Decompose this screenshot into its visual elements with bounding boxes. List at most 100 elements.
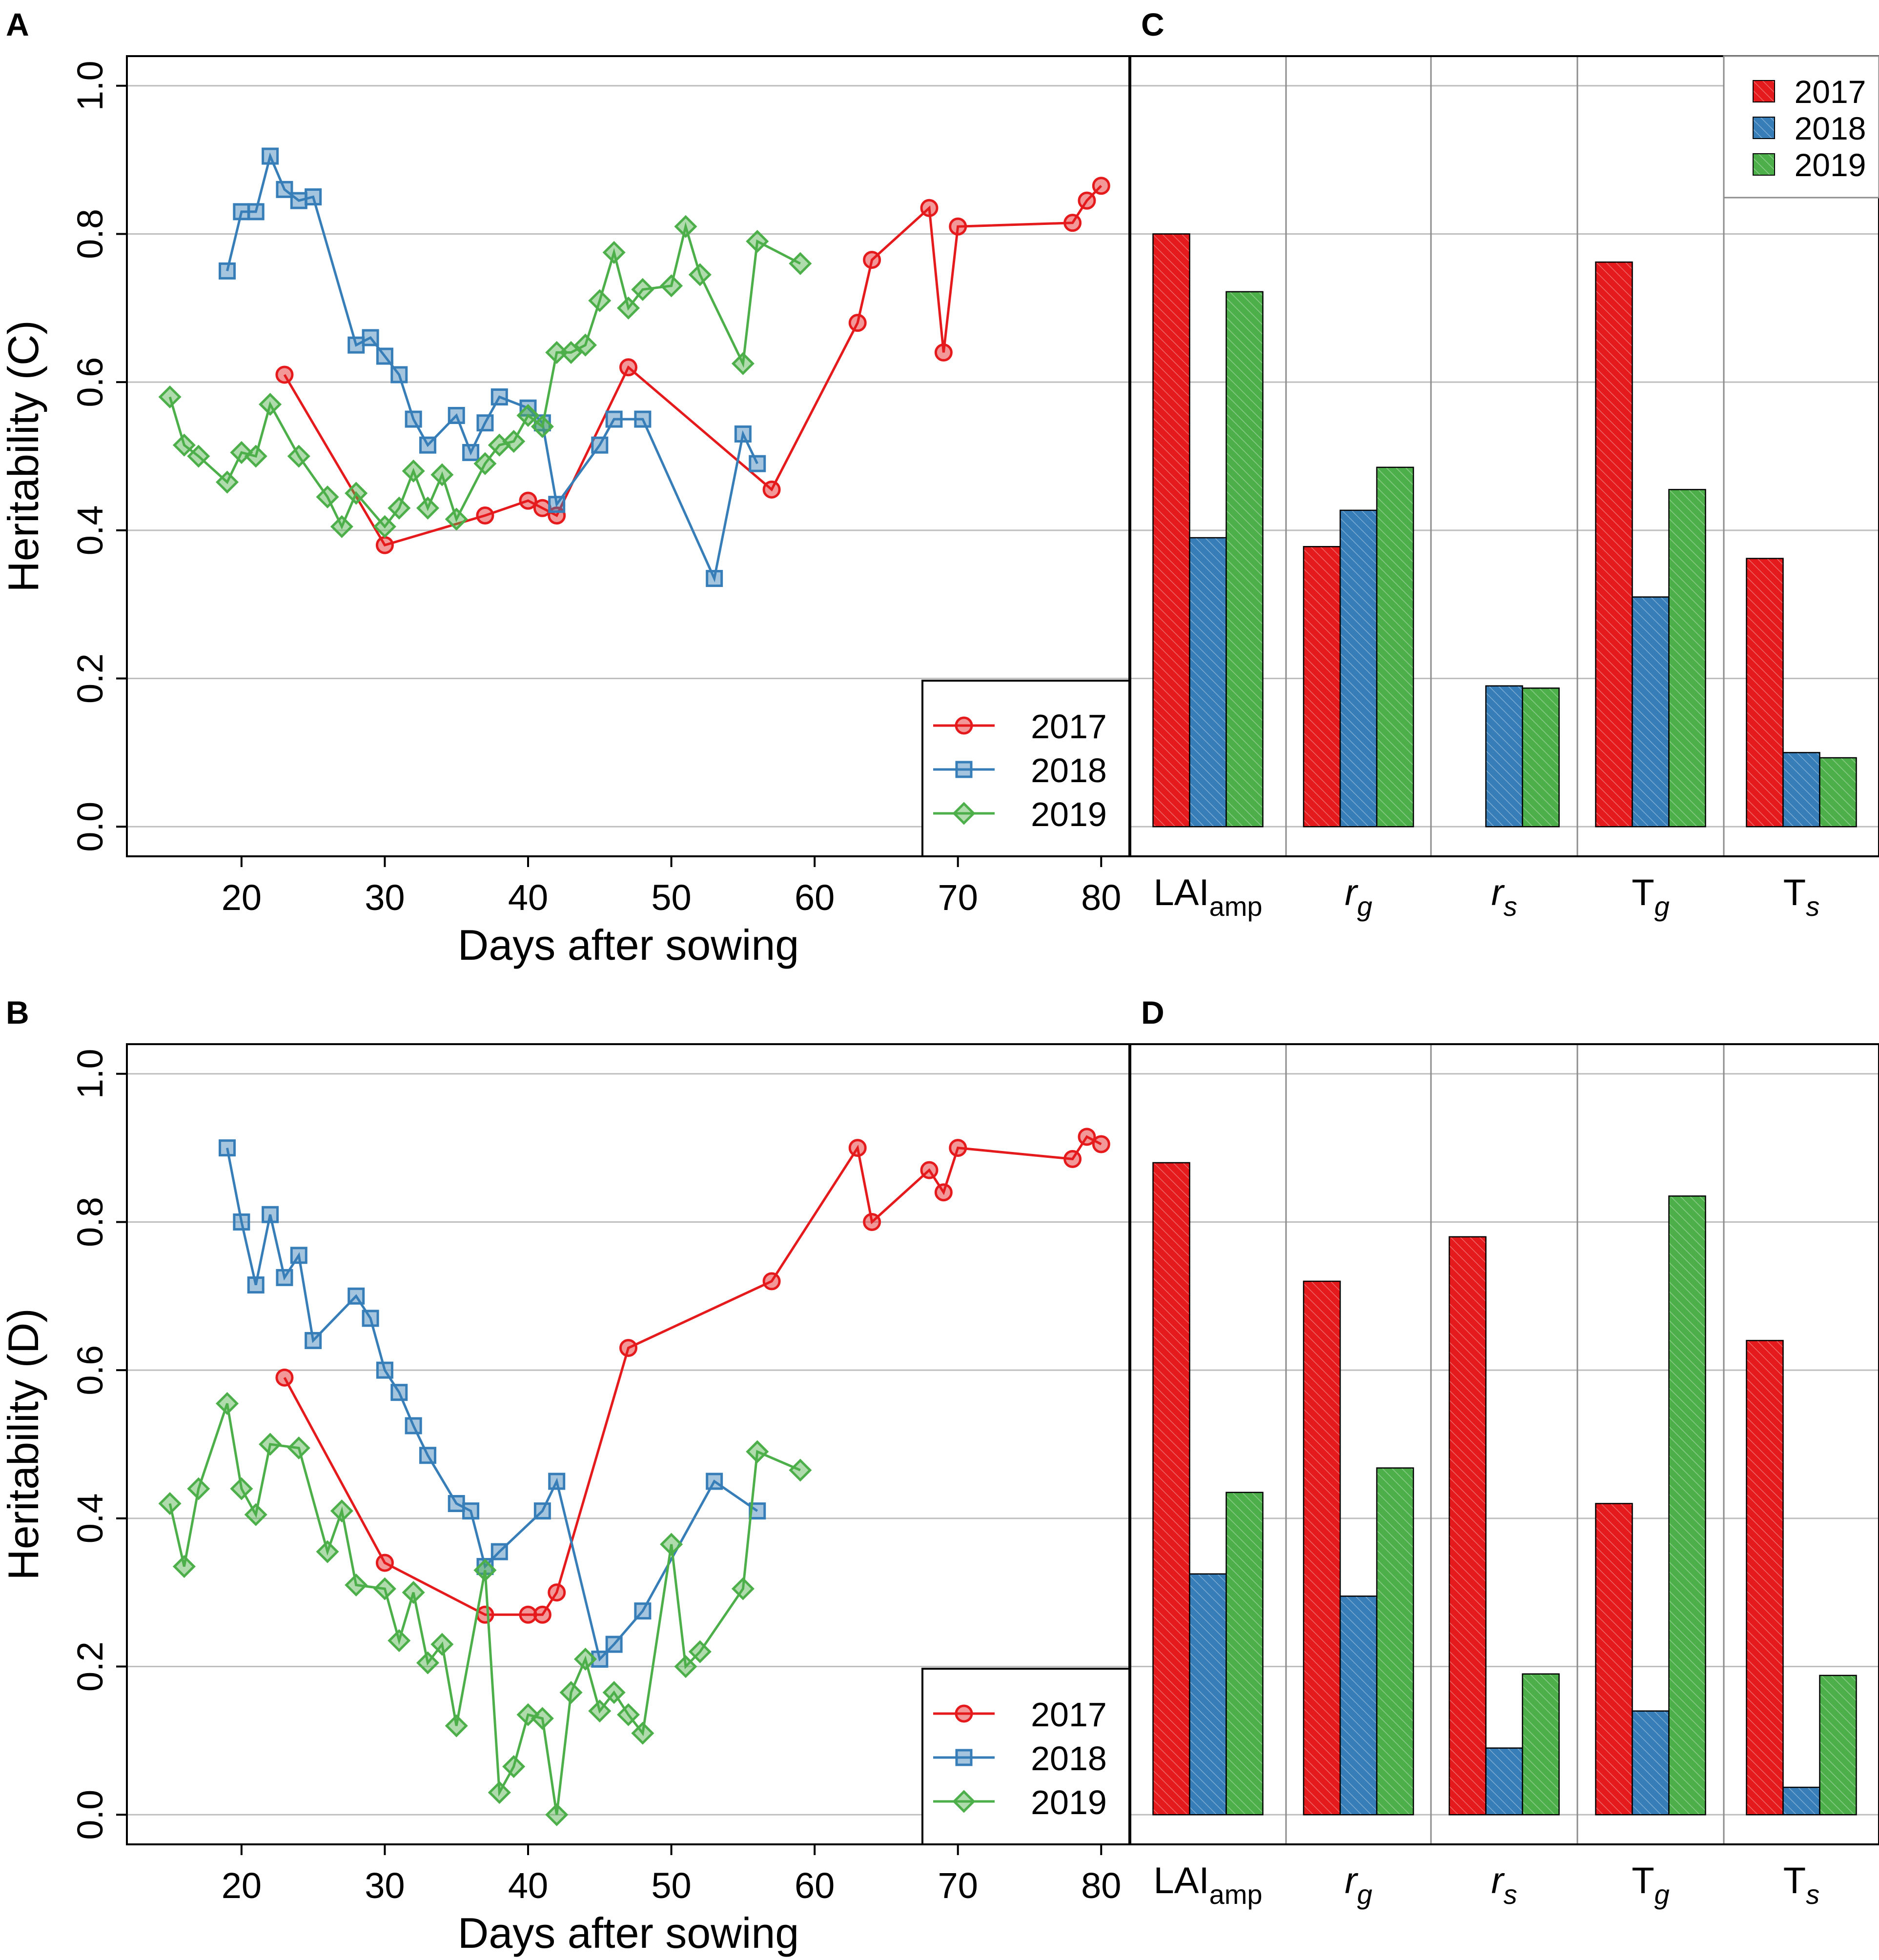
x-tick-label: 20 [222, 1865, 262, 1906]
data-point-2019 [502, 1755, 526, 1778]
bar-2018 [1782, 1786, 1820, 1816]
data-point-2018 [233, 1213, 250, 1231]
data-point-2017 [762, 1272, 781, 1291]
data-point-2018 [305, 1332, 322, 1349]
x-tick-label: 70 [938, 877, 978, 918]
legend-label-2019: 2019 [1795, 147, 1866, 183]
data-point-2018 [247, 203, 265, 221]
bar-2017 [1152, 233, 1190, 828]
y-axis-label: Heritability (D) [0, 1308, 47, 1580]
legend: 2017 2018 2019 [921, 680, 1131, 857]
category-label-main: T [1632, 1860, 1654, 1901]
data-point-2018 [548, 496, 566, 513]
category-label: Tg [1632, 1860, 1670, 1910]
data-point-2019 [402, 459, 425, 483]
y-tick-label: 0.6 [70, 357, 110, 407]
category-label: rs [1491, 1860, 1517, 1910]
x-tick-label: 60 [795, 877, 835, 918]
category-label-sub: amp [1209, 891, 1263, 922]
data-point-2018 [706, 1473, 723, 1490]
line-panel-b: 0.0 0.2 0.4 0.6 0.8 1.0 20 30 40 50 60 70 80 Days aft… [0, 994, 1131, 1957]
data-point-2019 [688, 263, 712, 286]
legend-marker [952, 802, 976, 825]
data-point-2018 [219, 262, 236, 280]
category-label-main: r [1345, 1860, 1358, 1901]
category-label: Tg [1632, 872, 1670, 922]
data-point-2018 [419, 1447, 436, 1464]
data-point-2017 [1092, 177, 1110, 195]
data-point-2019 [172, 433, 196, 457]
legend-box [1723, 55, 1879, 199]
panel-label: C [1141, 6, 1164, 42]
data-point-2019 [388, 496, 411, 520]
bar-2018 [1339, 509, 1378, 828]
data-point-2019 [215, 470, 239, 494]
bar-2019 [1819, 1675, 1857, 1816]
category-label: rg [1345, 872, 1372, 922]
data-point-2019 [789, 252, 812, 275]
legend-swatch [1753, 80, 1775, 102]
data-point-2017 [548, 1583, 566, 1602]
category-label: Ts [1783, 1860, 1819, 1910]
series-2017 [275, 1128, 1110, 1624]
data-point-2018 [605, 410, 623, 428]
bar-2019 [1668, 489, 1706, 828]
data-point-2019 [746, 1440, 769, 1463]
category-label-sub: amp [1209, 1879, 1263, 1910]
y-axis-label: Heritability (C) [0, 320, 47, 592]
x-tick-label: 30 [365, 877, 405, 918]
series-2018 [219, 147, 766, 587]
data-point-2017 [519, 1605, 537, 1624]
category-label-main: T [1783, 1860, 1806, 1901]
y-tick-label: 0.8 [70, 209, 110, 259]
data-point-2018 [290, 192, 307, 209]
data-point-2018 [262, 147, 279, 165]
data-point-2018 [376, 347, 393, 365]
data-point-2018 [749, 455, 766, 472]
data-point-2018 [305, 188, 322, 206]
data-point-2019 [559, 1681, 583, 1704]
data-point-2019 [416, 496, 440, 520]
data-point-2019 [345, 482, 368, 505]
data-point-2019 [602, 1681, 626, 1704]
data-point-2019 [545, 1803, 569, 1826]
data-point-2019 [502, 430, 526, 453]
data-point-2018 [405, 410, 422, 428]
data-point-2019 [616, 296, 640, 320]
data-point-2019 [660, 1533, 683, 1556]
data-point-2019 [688, 1640, 712, 1663]
y-tick-label: 1.0 [70, 1049, 110, 1099]
bar-2017 [1303, 1280, 1341, 1816]
y-tick-label: 0.4 [70, 505, 110, 555]
data-point-2017 [762, 480, 781, 499]
category-label: LAIamp [1153, 872, 1262, 922]
data-point-2019 [244, 1503, 267, 1526]
data-point-2018 [634, 410, 652, 428]
data-point-2019 [316, 1540, 339, 1563]
line-panel-a: 0.0 0.2 0.4 0.6 0.8 1.0 20 30 40 50 60 70 80 Days aft… [0, 6, 1131, 969]
series-2017 [275, 177, 1110, 554]
data-point-2017 [275, 1368, 294, 1387]
data-point-2017 [934, 343, 953, 362]
data-point-2018 [276, 181, 293, 198]
series-2019 [158, 215, 812, 538]
bar-2018 [1485, 685, 1523, 828]
bar-2019 [1522, 687, 1560, 828]
data-point-2018 [490, 388, 508, 406]
data-point-2019 [588, 289, 612, 312]
data-point-2017 [863, 251, 881, 269]
bar-2017 [1303, 546, 1341, 828]
bar-2017 [1449, 1236, 1487, 1816]
data-point-2018 [362, 1310, 379, 1327]
series-line-2017 [283, 184, 1103, 547]
category-label-sub: s [1806, 891, 1819, 922]
data-point-2017 [949, 1139, 967, 1157]
data-point-2017 [920, 1161, 939, 1179]
data-point-2019 [789, 1458, 812, 1482]
panel-label: B [6, 994, 29, 1031]
data-point-2018 [706, 570, 723, 587]
category-label: rg [1345, 1860, 1372, 1910]
bar-2019 [1522, 1673, 1560, 1816]
